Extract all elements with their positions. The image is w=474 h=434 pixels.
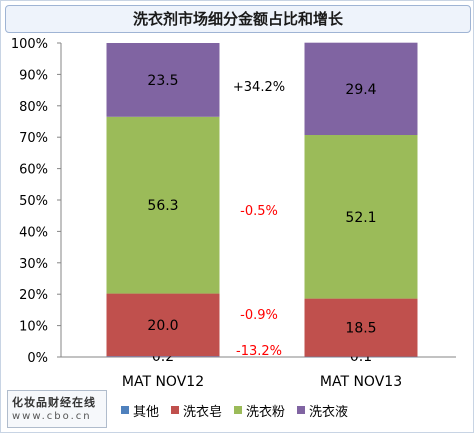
bar-value-label: 23.5 xyxy=(147,73,178,89)
y-tick-label: 90% xyxy=(19,68,48,83)
growth-label: +34.2% xyxy=(233,80,285,95)
legend-swatch xyxy=(171,406,180,414)
y-tick-label: 100% xyxy=(11,37,48,52)
legend-swatch xyxy=(297,406,306,414)
bar-value-label: 52.1 xyxy=(345,210,376,226)
legend-item: 洗衣液 xyxy=(297,401,348,420)
bar-value-label: 18.5 xyxy=(345,321,376,337)
bar-value-label: 56.3 xyxy=(147,198,178,214)
y-tick-label: 10% xyxy=(19,320,48,335)
bar-segment xyxy=(106,116,220,294)
y-tick-label: 30% xyxy=(19,257,48,272)
bar-segment xyxy=(304,356,418,358)
x-tick-label: MAT NOV12 xyxy=(122,374,204,390)
watermark-logo: 化妆品财经在线 www.cbo.cn xyxy=(7,390,107,428)
chart-legend: 其他 洗衣皂 洗衣粉 洗衣液 xyxy=(121,401,348,420)
growth-label: -0.9% xyxy=(240,308,278,323)
legend-item: 洗衣皂 xyxy=(171,401,222,420)
bar-segment xyxy=(106,43,220,117)
bar-segment xyxy=(304,42,418,136)
title-bar: 洗衣剂市场细分金额占比和增长 xyxy=(5,5,471,33)
bar-value-label: 20.0 xyxy=(147,318,178,334)
legend-label: 洗衣液 xyxy=(309,404,349,420)
growth-label: -0.5% xyxy=(240,204,278,219)
y-tick-label: 40% xyxy=(19,225,48,240)
bar-segment xyxy=(304,135,418,299)
y-tick-label: 70% xyxy=(19,131,48,146)
growth-label: -13.2% xyxy=(236,344,282,359)
bar-segment xyxy=(106,356,220,357)
y-tick-label: 80% xyxy=(19,100,48,115)
y-tick-label: 60% xyxy=(19,163,48,178)
legend-label: 其他 xyxy=(133,404,160,420)
legend-label: 洗衣粉 xyxy=(246,404,286,420)
y-tick-label: 0% xyxy=(27,351,48,366)
watermark-brand: 化妆品财经在线 xyxy=(12,396,96,409)
bar-segment xyxy=(304,298,418,357)
legend-item: 洗衣粉 xyxy=(234,401,285,420)
y-tick-label: 50% xyxy=(19,194,48,209)
x-tick-label: MAT NOV13 xyxy=(320,374,402,390)
chart-title: 洗衣剂市场细分金额占比和增长 xyxy=(132,10,343,28)
y-tick-label: 20% xyxy=(19,288,48,303)
legend-item: 其他 xyxy=(121,401,159,420)
watermark-url: www.cbo.cn xyxy=(12,411,92,422)
bar-segment xyxy=(106,293,220,357)
legend-swatch xyxy=(234,406,243,414)
legend-label: 洗衣皂 xyxy=(183,404,223,420)
bar-value-label: 29.4 xyxy=(345,82,376,98)
legend-swatch xyxy=(121,406,129,414)
